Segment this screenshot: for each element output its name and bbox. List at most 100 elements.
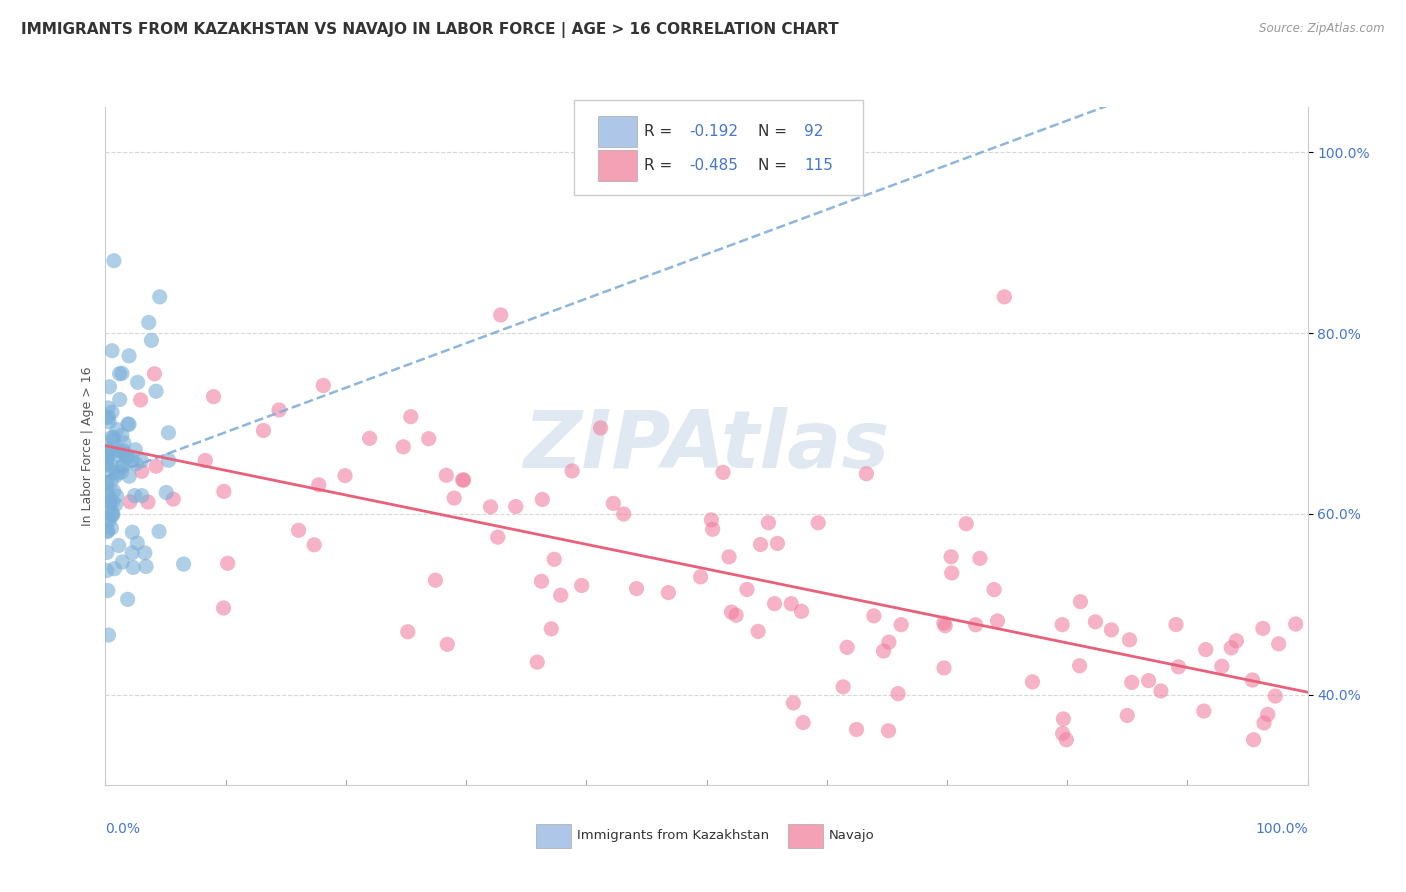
Point [689,570,711,584]
Point [125,457,148,471]
Point [749,537,772,551]
FancyBboxPatch shape [599,116,637,147]
Point [526,655,548,669]
Point [505,500,527,514]
FancyBboxPatch shape [574,100,863,195]
Text: ZIPAtlas: ZIPAtlas [523,407,890,485]
Point [100,430,122,444]
Point [790,604,813,618]
Point [735,582,758,597]
Point [112,435,135,450]
Point [141,334,163,348]
Text: -0.192: -0.192 [690,124,738,139]
Point [101,495,124,509]
Point [1253,715,1275,730]
Text: Immigrants from Kazakhstan: Immigrants from Kazakhstan [576,830,769,842]
Point [941,566,963,580]
Point [725,608,748,623]
Point [486,530,509,544]
Point [101,506,124,520]
Point [807,516,830,530]
Point [835,640,858,655]
Point [97,583,120,598]
Point [100,508,122,522]
Point [932,615,955,630]
Point [267,403,290,417]
Text: 115: 115 [804,158,832,173]
Point [758,516,780,530]
Point [96,524,118,539]
Point [792,715,814,730]
Point [720,605,742,619]
Point [103,430,125,444]
Point [96,450,118,465]
Point [162,492,184,507]
Point [118,495,141,509]
Point [96,456,118,470]
Point [1211,659,1233,673]
Point [887,687,910,701]
Text: IMMIGRANTS FROM KAZAKHSTAN VS NAVAJO IN LABOR FORCE | AGE > 16 CORRELATION CHART: IMMIGRANTS FROM KAZAKHSTAN VS NAVAJO IN … [21,22,839,38]
Point [530,574,553,589]
Point [129,392,152,407]
Point [117,592,139,607]
Point [98,495,121,509]
Point [96,456,118,470]
Point [872,644,894,658]
Point [436,637,458,651]
Point [202,390,225,404]
Point [117,450,139,464]
Point [359,431,381,445]
Point [1257,707,1279,722]
Point [1069,658,1091,673]
Point [1241,673,1264,687]
Text: 92: 92 [804,124,824,139]
Point [589,421,612,435]
Point [877,723,900,738]
Point [1021,674,1043,689]
Point [115,450,138,464]
Point [711,466,734,480]
Point [104,497,127,511]
Point [97,401,120,415]
Point [100,458,122,473]
Point [101,444,124,458]
Point [98,498,121,512]
Point [136,495,159,509]
Point [101,508,124,523]
Point [392,440,415,454]
Point [105,423,128,437]
Point [131,454,153,468]
Point [173,557,195,571]
Point [399,409,422,424]
Point [561,464,583,478]
Point [782,696,804,710]
Point [157,453,180,467]
Point [425,573,447,587]
Point [105,489,128,503]
Point [96,564,118,578]
Point [453,473,475,487]
FancyBboxPatch shape [599,150,637,181]
Point [1069,595,1091,609]
Point [111,459,134,474]
Point [97,410,120,425]
Point [98,443,121,458]
Point [108,443,131,458]
Point [1052,712,1074,726]
Point [104,468,127,483]
Point [118,349,141,363]
Point [97,628,120,642]
Point [107,539,129,553]
Point [890,617,912,632]
Point [101,405,124,419]
Point [845,723,868,737]
Point [108,392,131,407]
Point [983,582,1005,597]
Point [969,551,991,566]
Point [1052,726,1074,740]
Point [97,489,120,503]
Point [107,448,129,462]
Point [1264,689,1286,703]
Point [98,514,121,528]
